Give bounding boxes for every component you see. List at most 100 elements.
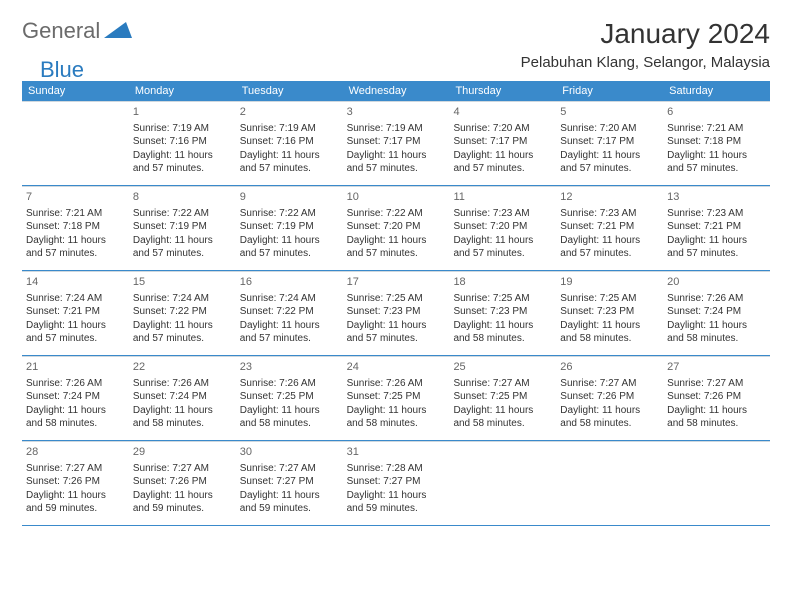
- day-number: 16: [240, 275, 339, 290]
- day-info-line: Sunset: 7:19 PM: [133, 220, 232, 234]
- day-info-line: Sunrise: 7:23 AM: [453, 207, 552, 221]
- day-cell: 29Sunrise: 7:27 AMSunset: 7:26 PMDayligh…: [129, 441, 236, 525]
- day-info-line: Sunrise: 7:20 AM: [560, 122, 659, 136]
- day-info-line: Daylight: 11 hours and 59 minutes.: [26, 489, 125, 516]
- day-info-line: Sunset: 7:26 PM: [667, 390, 766, 404]
- day-cell: 9Sunrise: 7:22 AMSunset: 7:19 PMDaylight…: [236, 186, 343, 270]
- day-info-line: Sunset: 7:20 PM: [453, 220, 552, 234]
- logo-text-blue: Blue: [40, 57, 84, 83]
- day-cell: 5Sunrise: 7:20 AMSunset: 7:17 PMDaylight…: [556, 101, 663, 185]
- day-info-line: Daylight: 11 hours and 57 minutes.: [667, 234, 766, 261]
- day-cell: 30 Sunrise: 7:27 AMSunset: 7:27 PMDayligh…: [236, 441, 343, 525]
- day-info-line: Sunrise: 7:27 AM: [240, 462, 339, 476]
- day-number: 23: [240, 360, 339, 375]
- day-cell: 17Sunrise: 7:25 AMSunset: 7:23 PMDayligh…: [343, 271, 450, 355]
- day-cell: [449, 441, 556, 525]
- day-info-line: Daylight: 11 hours and 58 minutes.: [453, 404, 552, 431]
- day-cell: 26Sunrise: 7:27 AMSunset: 7:26 PMDayligh…: [556, 356, 663, 440]
- day-info-line: Sunrise: 7:26 AM: [26, 377, 125, 391]
- weekday-header-cell: Tuesday: [236, 81, 343, 101]
- day-cell: 16Sunrise: 7:24 AMSunset: 7:22 PMDayligh…: [236, 271, 343, 355]
- day-info-line: Sunset: 7:17 PM: [560, 135, 659, 149]
- weekday-header-row: SundayMondayTuesdayWednesdayThursdayFrid…: [22, 81, 770, 101]
- day-number: 12: [560, 190, 659, 205]
- day-info-line: Daylight: 11 hours and 58 minutes.: [667, 319, 766, 346]
- day-number: 30: [240, 445, 339, 460]
- day-info-line: Sunset: 7:18 PM: [667, 135, 766, 149]
- day-info-line: Sunset: 7:27 PM: [240, 475, 339, 489]
- day-info-line: Sunset: 7:24 PM: [667, 305, 766, 319]
- day-info-line: Sunset: 7:22 PM: [133, 305, 232, 319]
- day-info-line: Sunset: 7:18 PM: [26, 220, 125, 234]
- day-number: 14: [26, 275, 125, 290]
- day-info-line: Sunrise: 7:25 AM: [453, 292, 552, 306]
- day-info-line: Daylight: 11 hours and 57 minutes.: [560, 234, 659, 261]
- day-info-line: Sunrise: 7:24 AM: [133, 292, 232, 306]
- week-row: 28Sunrise: 7:27 AMSunset: 7:26 PMDayligh…: [22, 441, 770, 526]
- day-cell: 1 Sunrise: 7:19 AMSunset: 7:16 PMDaylight…: [129, 101, 236, 185]
- week-row: 21Sunrise: 7:26 AMSunset: 7:24 PMDayligh…: [22, 356, 770, 441]
- day-info-line: Sunrise: 7:19 AM: [347, 122, 446, 136]
- day-info-line: Sunrise: 7:25 AM: [560, 292, 659, 306]
- day-info-line: Sunset: 7:23 PM: [347, 305, 446, 319]
- day-number: 31: [347, 445, 446, 460]
- day-number: 6: [667, 105, 766, 120]
- day-info-line: Daylight: 11 hours and 57 minutes.: [133, 149, 232, 176]
- day-info-line: Sunrise: 7:26 AM: [133, 377, 232, 391]
- day-info-line: Sunrise: 7:22 AM: [240, 207, 339, 221]
- day-number: 18: [453, 275, 552, 290]
- day-info-line: Sunrise: 7:21 AM: [667, 122, 766, 136]
- day-info-line: Daylight: 11 hours and 57 minutes.: [453, 149, 552, 176]
- day-number: 24: [347, 360, 446, 375]
- day-cell: 27Sunrise: 7:27 AMSunset: 7:26 PMDayligh…: [663, 356, 770, 440]
- day-info-line: Sunset: 7:27 PM: [347, 475, 446, 489]
- day-info-line: Daylight: 11 hours and 57 minutes.: [240, 234, 339, 261]
- day-info-line: Sunset: 7:16 PM: [133, 135, 232, 149]
- day-info-line: Sunrise: 7:21 AM: [26, 207, 125, 221]
- day-info-line: Sunrise: 7:27 AM: [26, 462, 125, 476]
- day-cell: 20Sunrise: 7:26 AMSunset: 7:24 PMDayligh…: [663, 271, 770, 355]
- day-info-line: Daylight: 11 hours and 57 minutes.: [347, 234, 446, 261]
- weeks-container: 1Sunrise: 7:19 AMSunset: 7:16 PMDaylight…: [22, 101, 770, 526]
- week-row: 1Sunrise: 7:19 AMSunset: 7:16 PMDaylight…: [22, 101, 770, 186]
- day-cell: 4Sunrise: 7:20 AMSunset: 7:17 PMDaylight…: [449, 101, 556, 185]
- day-info-line: Daylight: 11 hours and 57 minutes.: [347, 319, 446, 346]
- day-number: 21: [26, 360, 125, 375]
- day-info-line: Sunset: 7:25 PM: [347, 390, 446, 404]
- day-number: 29: [133, 445, 232, 460]
- day-number: 4: [453, 105, 552, 120]
- day-info-line: Sunset: 7:16 PM: [240, 135, 339, 149]
- location: Pelabuhan Klang, Selangor, Malaysia: [521, 54, 770, 71]
- day-number: 11: [453, 190, 552, 205]
- day-info-line: Sunset: 7:26 PM: [560, 390, 659, 404]
- day-info-line: Sunset: 7:24 PM: [133, 390, 232, 404]
- day-number: 9: [240, 190, 339, 205]
- day-cell: 25Sunrise: 7:27 AMSunset: 7:25 PMDayligh…: [449, 356, 556, 440]
- day-info-line: Sunrise: 7:25 AM: [347, 292, 446, 306]
- day-info-line: Daylight: 11 hours and 57 minutes.: [347, 149, 446, 176]
- weekday-header-cell: Friday: [556, 81, 663, 101]
- week-row: 14Sunrise: 7:24 AMSunset: 7:21 PMDayligh…: [22, 271, 770, 356]
- day-info-line: Daylight: 11 hours and 57 minutes.: [133, 319, 232, 346]
- day-info-line: Sunrise: 7:19 AM: [133, 122, 232, 136]
- day-info-line: Sunrise: 7:22 AM: [347, 207, 446, 221]
- day-info-line: Sunset: 7:24 PM: [26, 390, 125, 404]
- day-cell: 11Sunrise: 7:23 AMSunset: 7:20 PMDayligh…: [449, 186, 556, 270]
- day-info-line: Sunrise: 7:28 AM: [347, 462, 446, 476]
- day-number: 7: [26, 190, 125, 205]
- day-cell: 14Sunrise: 7:24 AMSunset: 7:21 PMDayligh…: [22, 271, 129, 355]
- day-cell: 23Sunrise: 7:26 AMSunset: 7:25 PMDayligh…: [236, 356, 343, 440]
- day-info-line: Sunrise: 7:22 AM: [133, 207, 232, 221]
- day-info-line: Daylight: 11 hours and 59 minutes.: [240, 489, 339, 516]
- day-info-line: Sunrise: 7:24 AM: [240, 292, 339, 306]
- day-cell: 10Sunrise: 7:22 AMSunset: 7:20 PMDayligh…: [343, 186, 450, 270]
- day-cell: [556, 441, 663, 525]
- weekday-header-cell: Thursday: [449, 81, 556, 101]
- day-number: 19: [560, 275, 659, 290]
- day-cell: 6 Sunrise: 7:21 AMSunset: 7:18 PMDaylight…: [663, 101, 770, 185]
- day-info-line: Daylight: 11 hours and 58 minutes.: [133, 404, 232, 431]
- day-info-line: Daylight: 11 hours and 57 minutes.: [26, 319, 125, 346]
- day-info-line: Daylight: 11 hours and 57 minutes.: [667, 149, 766, 176]
- day-info-line: Sunset: 7:17 PM: [453, 135, 552, 149]
- day-number: 1: [133, 105, 232, 120]
